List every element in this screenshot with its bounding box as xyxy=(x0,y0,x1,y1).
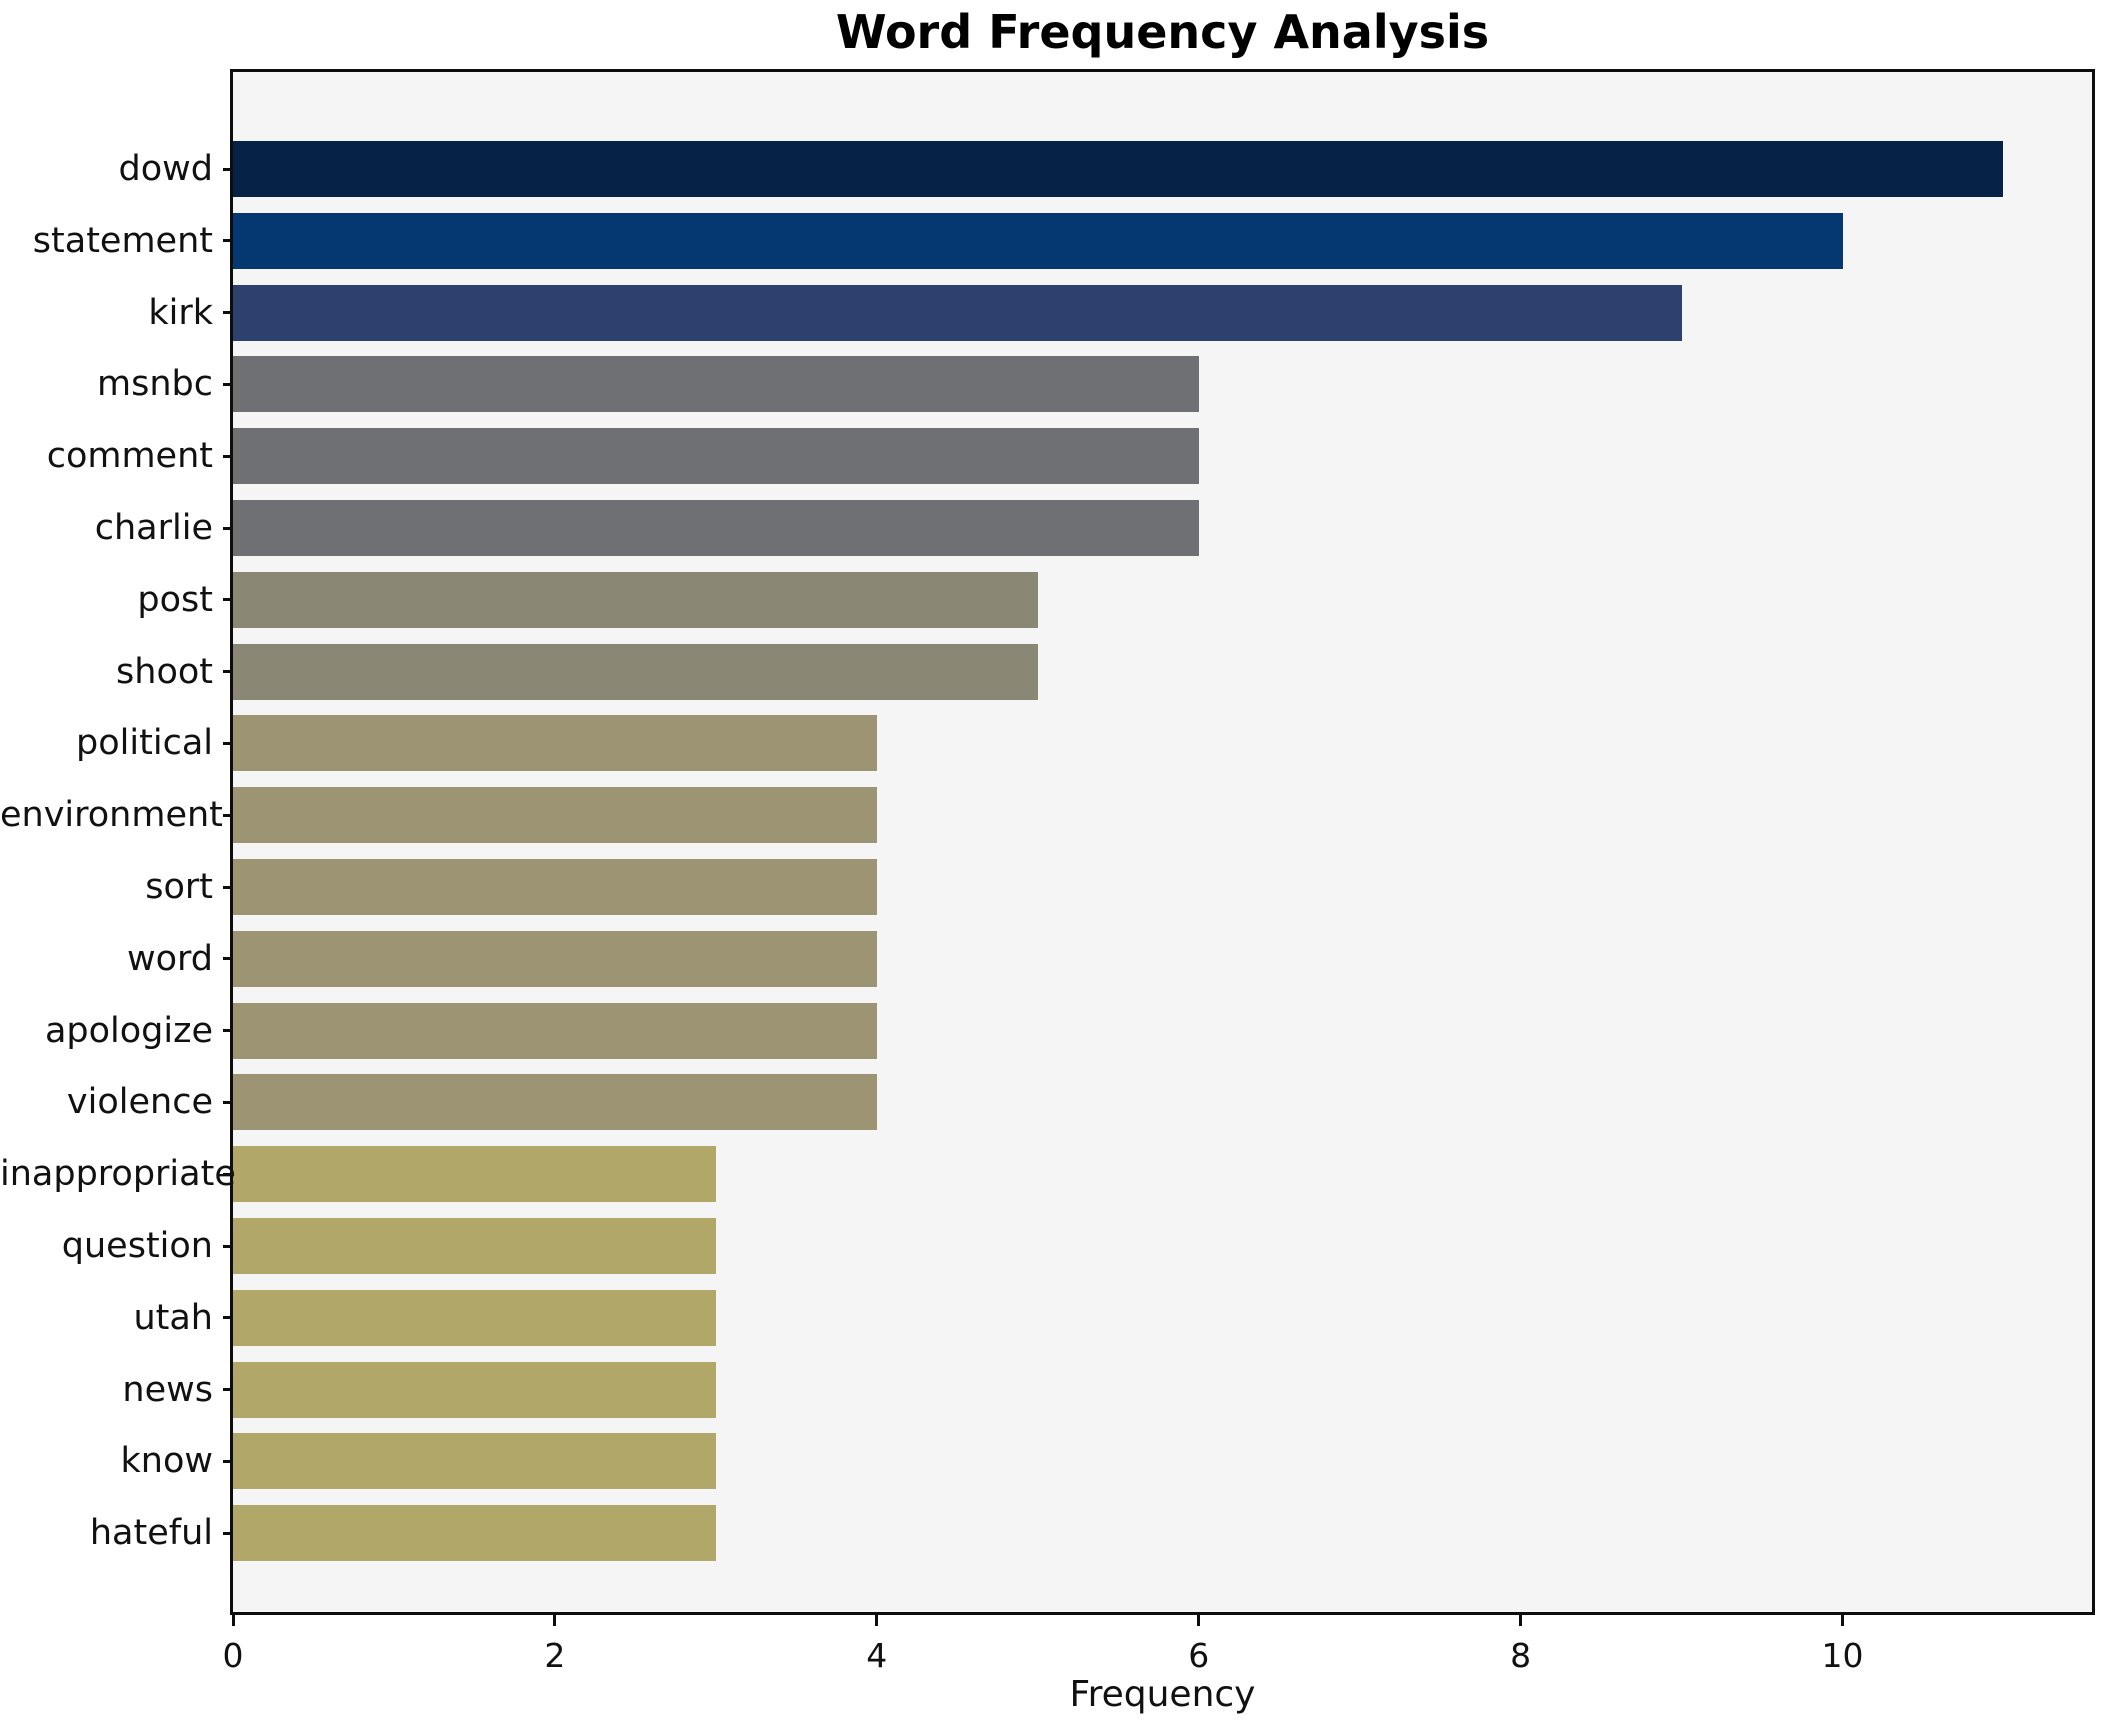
y-tick-label: hateful xyxy=(89,1513,213,1554)
bar-question xyxy=(233,1218,716,1274)
bar-shoot xyxy=(233,643,1038,700)
y-tick-label: post xyxy=(137,579,213,620)
chart-title: Word Frequency Analysis xyxy=(835,5,1490,59)
bar-apologize xyxy=(233,1002,877,1059)
x-tick-label: 6 xyxy=(1188,1636,1210,1675)
bar-word xyxy=(233,930,877,987)
y-tick-label: sort xyxy=(145,867,213,907)
bar-hateful xyxy=(233,1505,716,1562)
x-tick-label: 8 xyxy=(1510,1636,1532,1675)
y-tick-label: word xyxy=(126,938,213,979)
x-tick-mark xyxy=(553,1612,557,1626)
bar-sort xyxy=(233,859,877,915)
y-tick-mark xyxy=(223,598,233,602)
x-tick-label: 10 xyxy=(1821,1636,1864,1675)
y-tick-label: dowd xyxy=(118,149,213,189)
y-tick-mark xyxy=(223,382,233,386)
y-tick-label: charlie xyxy=(94,508,213,548)
y-tick-label: statement xyxy=(32,220,213,261)
y-tick-mark xyxy=(223,1100,233,1104)
bar-utah xyxy=(233,1289,716,1346)
y-tick-mark xyxy=(223,1029,233,1033)
bar-post xyxy=(233,571,1038,628)
y-tick-label: know xyxy=(120,1441,214,1482)
bar-kirk xyxy=(233,284,1682,341)
y-tick-label: apologize xyxy=(44,1010,213,1051)
y-tick-label: news xyxy=(122,1369,213,1410)
y-tick-mark xyxy=(223,670,233,674)
y-tick-label: question xyxy=(61,1226,213,1266)
y-tick-mark xyxy=(223,454,233,458)
x-tick-mark xyxy=(231,1612,235,1626)
x-tick-label: 0 xyxy=(222,1636,244,1675)
y-tick-mark xyxy=(223,167,233,171)
bar-environment xyxy=(233,787,877,844)
bar-know xyxy=(233,1433,716,1490)
y-tick-mark xyxy=(223,741,233,745)
y-tick-mark xyxy=(223,239,233,243)
bar-political xyxy=(233,715,877,772)
y-tick-mark xyxy=(223,1388,233,1392)
bar-dowd xyxy=(233,141,2003,197)
x-tick-mark xyxy=(1841,1612,1845,1626)
y-tick-mark xyxy=(223,813,233,817)
y-tick-mark xyxy=(223,1316,233,1320)
y-tick-label: utah xyxy=(133,1297,213,1338)
bar-charlie xyxy=(233,500,1199,556)
x-tick-label: 4 xyxy=(866,1636,888,1675)
y-tick-mark xyxy=(223,1459,233,1463)
bar-inappropriate xyxy=(233,1146,716,1203)
x-tick-mark xyxy=(1519,1612,1523,1626)
y-tick-label: inappropriate xyxy=(0,1154,236,1195)
y-tick-mark xyxy=(223,311,233,315)
y-tick-label: kirk xyxy=(148,292,213,333)
y-tick-label: comment xyxy=(46,436,213,477)
y-tick-label: shoot xyxy=(116,651,213,692)
bar-news xyxy=(233,1361,716,1418)
y-tick-mark xyxy=(223,957,233,961)
bar-comment xyxy=(233,428,1199,485)
bar-msnbc xyxy=(233,356,1199,413)
y-tick-mark xyxy=(223,1531,233,1535)
x-tick-mark xyxy=(875,1612,879,1626)
x-axis-title: Frequency xyxy=(1069,1674,1256,1715)
x-tick-mark xyxy=(1197,1612,1201,1626)
y-tick-label: environment xyxy=(0,795,223,836)
x-tick-label: 2 xyxy=(544,1636,566,1675)
y-tick-label: political xyxy=(76,723,213,764)
bar-statement xyxy=(233,212,1843,269)
y-tick-label: violence xyxy=(66,1082,213,1123)
y-tick-mark xyxy=(223,1172,233,1176)
y-tick-label: msnbc xyxy=(97,364,213,405)
y-tick-mark xyxy=(223,526,233,530)
y-tick-mark xyxy=(223,1244,233,1248)
bar-violence xyxy=(233,1074,877,1131)
y-tick-mark xyxy=(223,885,233,889)
